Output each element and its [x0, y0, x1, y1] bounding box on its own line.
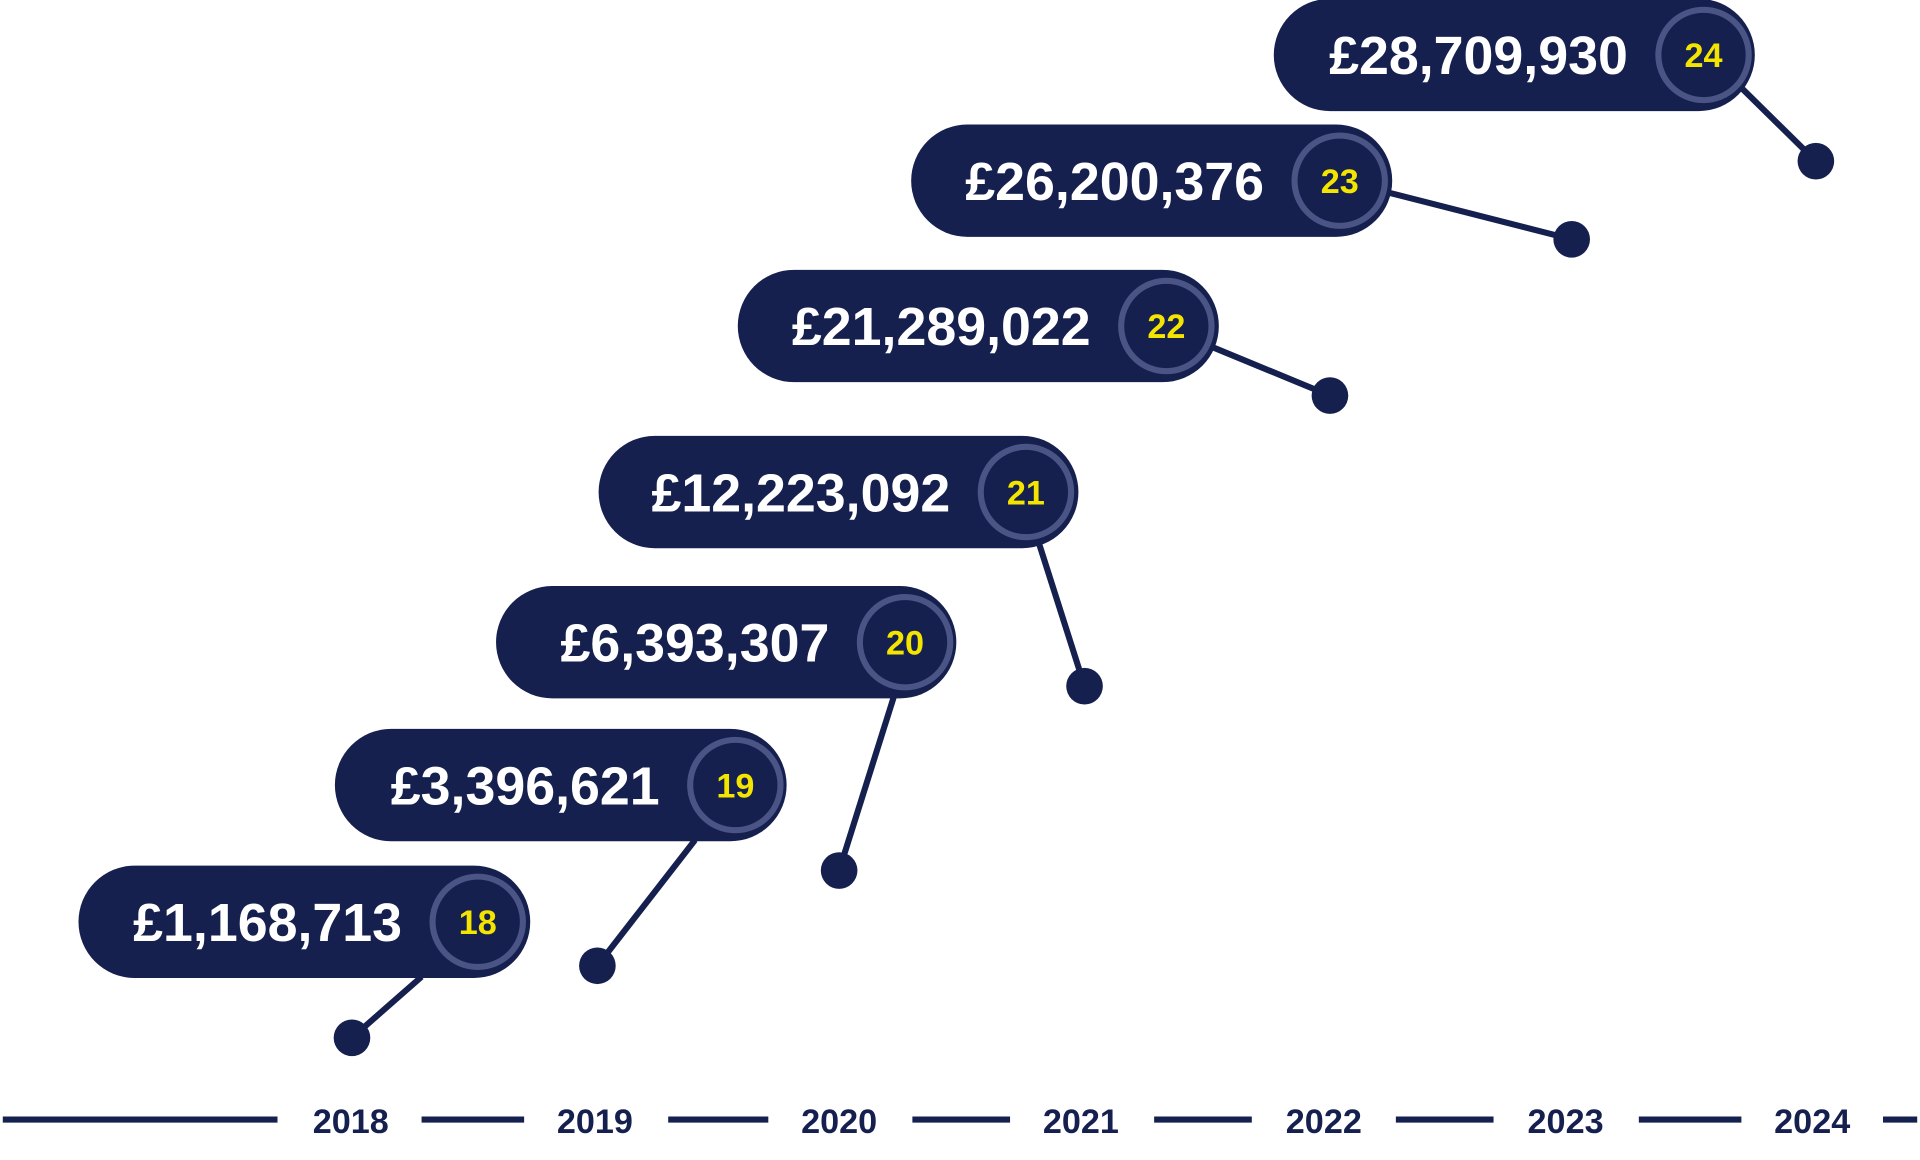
amount-pill — [911, 124, 1393, 237]
milestone: £1,168,713 18 — [78, 865, 531, 1057]
amount: £1,168,713 — [133, 893, 402, 953]
amount-pill — [598, 435, 1079, 549]
amount: £26,200,376 — [965, 152, 1264, 212]
milestone: £6,393,307 20 — [496, 586, 957, 889]
year-label: 2022 — [1286, 1103, 1362, 1141]
milestone: £21,289,022 22 — [737, 269, 1349, 414]
connector-dot — [333, 1019, 371, 1057]
badge-number: 18 — [459, 904, 497, 942]
year-label: 2018 — [313, 1103, 389, 1141]
year-gap — [1745, 1104, 1880, 1135]
connector — [594, 838, 698, 968]
year-gap — [283, 1104, 418, 1135]
year-label: 2024 — [1774, 1103, 1850, 1141]
year-gap — [1498, 1104, 1633, 1135]
connector — [1389, 189, 1573, 243]
connector — [1210, 343, 1332, 399]
amount: £6,393,307 — [561, 613, 830, 673]
badge — [429, 873, 526, 971]
milestone: £3,396,621 19 — [334, 728, 787, 985]
year-label: 2019 — [557, 1103, 633, 1141]
amount-pill — [1273, 0, 1755, 112]
badge-number: 19 — [716, 767, 754, 805]
amount-pill — [737, 269, 1219, 383]
amount-pill — [334, 728, 787, 842]
milestone: £28,709,930 24 — [1273, 0, 1835, 180]
badge-number: 22 — [1147, 308, 1185, 346]
connector — [1036, 543, 1088, 688]
year-gap — [527, 1104, 663, 1135]
connector-dot — [1553, 220, 1590, 258]
amount-pill — [496, 586, 957, 699]
amount: £3,396,621 — [391, 756, 660, 816]
badge-number: 23 — [1321, 163, 1359, 201]
year-gap — [771, 1104, 907, 1135]
badge — [856, 593, 954, 691]
badge-number: 21 — [1007, 474, 1045, 512]
badge-number: 24 — [1685, 37, 1723, 75]
amount: £28,709,930 — [1329, 26, 1628, 86]
connector-dot — [579, 947, 616, 985]
year-gap — [1256, 1104, 1391, 1135]
milestone: £26,200,376 23 — [911, 124, 1590, 258]
year-label: 2020 — [801, 1103, 877, 1141]
amount: £12,223,092 — [651, 463, 950, 523]
connector-dot — [820, 852, 858, 889]
badge — [1655, 6, 1752, 104]
amount-pill — [78, 865, 531, 978]
year-label: 2021 — [1043, 1103, 1119, 1141]
connector-dot — [1066, 667, 1103, 705]
year-gap — [1013, 1104, 1149, 1135]
amount: £21,289,022 — [792, 297, 1091, 357]
connector-dot — [1797, 142, 1835, 180]
badge-number: 20 — [886, 624, 924, 662]
badge — [687, 736, 784, 834]
badge — [977, 443, 1075, 541]
connector — [836, 695, 897, 872]
badge — [1291, 132, 1388, 229]
milestone: £12,223,092 21 — [598, 435, 1103, 705]
connector-dot — [1311, 377, 1349, 414]
year-label: 2023 — [1528, 1103, 1604, 1141]
badge — [1118, 277, 1215, 375]
